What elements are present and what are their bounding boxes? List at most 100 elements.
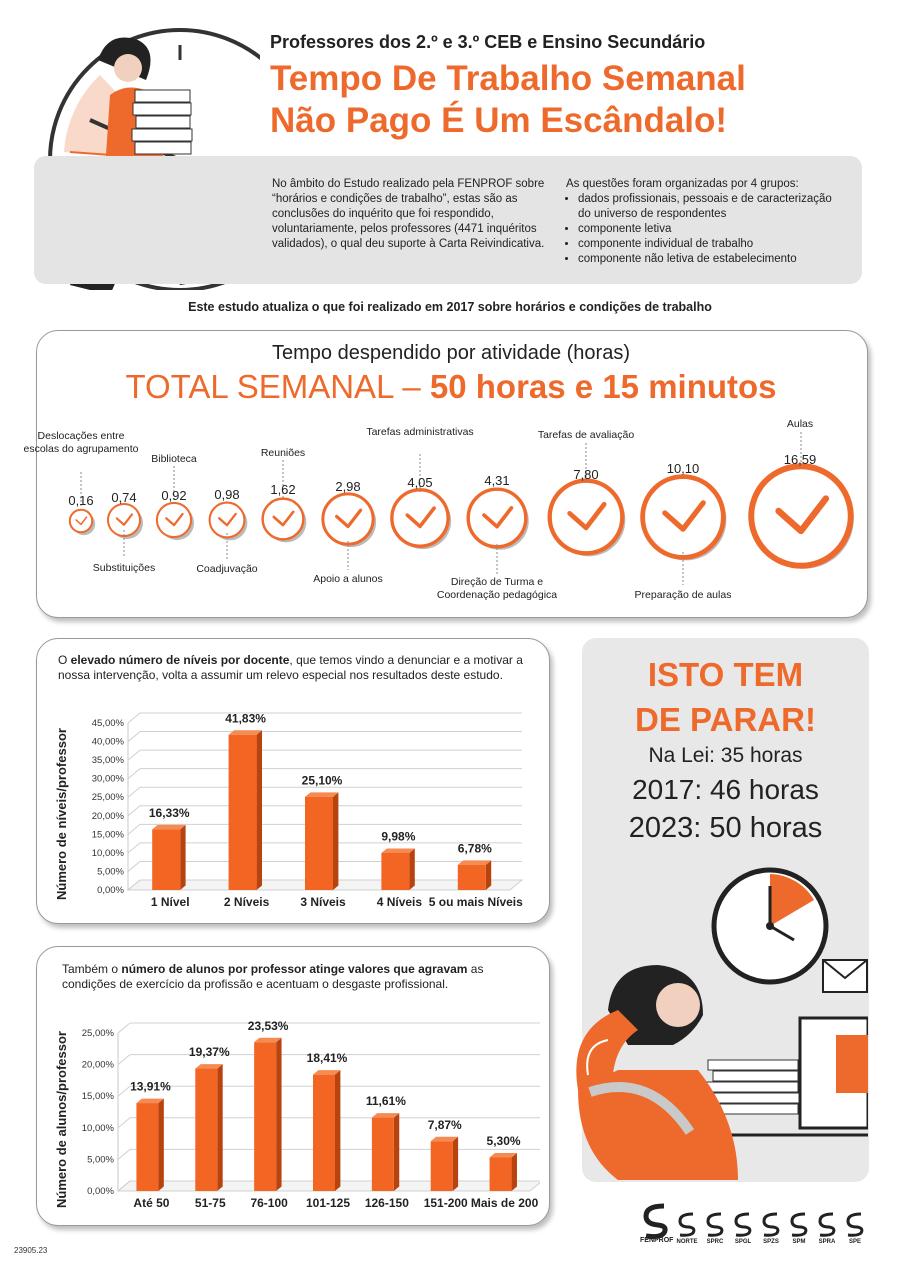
category-label: 101-125: [306, 1196, 350, 1210]
y-tick-label: 5,00%: [87, 1154, 114, 1165]
bar-front: [313, 1074, 335, 1191]
clock-hands: [335, 508, 363, 529]
bar-side: [217, 1064, 223, 1191]
activity-value: 2,98: [335, 479, 361, 494]
bar-side: [180, 824, 186, 890]
isto-heading: ISTO TEM DE PARAR!: [582, 652, 869, 742]
bar-value-label: 16,33%: [149, 806, 190, 820]
logo-caption: SPGL: [734, 1239, 752, 1245]
activity-value: 0,92: [161, 488, 187, 503]
y-tick-label: 15,00%: [82, 1091, 115, 1102]
groups-block: As questões foram organizadas por 4 grup…: [566, 177, 836, 267]
clock-hands: [405, 506, 436, 529]
activity-value: 0,74: [111, 490, 137, 505]
y-tick-label: 5,00%: [97, 866, 124, 877]
clock-face: [547, 478, 625, 556]
fenprof-logo-icon: [643, 1203, 668, 1239]
teacher-figure-icon: [576, 965, 738, 1180]
gridline: [117, 1085, 131, 1097]
activity-clock-icon: [208, 501, 248, 541]
activity-label: Direção de Turma e Coordenação pedagógic…: [436, 576, 558, 601]
bar-value-label: 5,30%: [487, 1134, 521, 1148]
category-label: 151-200: [424, 1196, 468, 1210]
y-tick-label: 0,00%: [87, 1186, 114, 1197]
bar-value-label: 7,87%: [428, 1118, 462, 1132]
clock-face: [390, 488, 450, 548]
gridline: [127, 786, 141, 798]
category-label: 4 Níveis: [377, 895, 423, 909]
union-logo-icon: [706, 1212, 724, 1237]
clock-hands: [115, 513, 134, 526]
bar-front: [489, 1157, 512, 1191]
activity-clock-icon: [390, 488, 452, 550]
bar: [313, 1070, 341, 1191]
category-label: 51-75: [195, 1196, 226, 1210]
clock-face: [748, 463, 854, 569]
group-item: dados profissionais, pessoais e de carac…: [578, 192, 836, 222]
gridline: [127, 861, 141, 872]
bar-top: [195, 1064, 223, 1069]
bar-side: [452, 1136, 459, 1191]
stat-2017: 2017: 46 horas: [632, 774, 819, 805]
bar-value-label: 6,78%: [458, 841, 492, 855]
bar-side: [485, 860, 492, 890]
y-tick-label: 30,00%: [92, 774, 125, 785]
union-logos: FENPROF NORTE SPRC SPGL SPZS SPM SPRA SP…: [640, 1203, 870, 1253]
page-title: Tempo De Trabalho Semanal Não Pago É Um …: [270, 58, 890, 142]
bar-front: [305, 796, 333, 890]
caption-bold: número de alunos por professor atinge va…: [121, 962, 468, 976]
total-value: 50 horas e 15 minutos: [429, 368, 777, 405]
activity-clock-icon: [640, 474, 727, 561]
category-label: Até 50: [133, 1196, 169, 1210]
clock-face: [106, 502, 142, 538]
bar-front: [457, 864, 486, 890]
caption-pre: Também o: [62, 962, 122, 976]
bar-side: [335, 1070, 341, 1191]
bar: [228, 730, 262, 890]
bar-front: [371, 1117, 394, 1191]
bar: [381, 848, 415, 890]
union-logo-icon: [678, 1212, 696, 1237]
bar-top: [381, 848, 415, 853]
bar: [489, 1153, 517, 1191]
activity-clocks: [68, 432, 854, 585]
category-label: 1 Nível: [151, 895, 190, 909]
caption-bold: elevado número de níveis por docente: [70, 653, 290, 667]
stat-2023: 2023: 50 horas: [628, 812, 823, 844]
activity-label: Tarefas administrativas: [366, 426, 474, 438]
update-note: Este estudo atualiza o que foi realizado…: [188, 300, 712, 314]
logo-caption: SPRA: [818, 1239, 836, 1245]
y-tick-label: 35,00%: [92, 755, 125, 766]
levels-bar-chart: 0,00% 5,00% 10,00% 15,00% 20,00% 25,00% 30,00%…: [92, 711, 524, 909]
activity-label: Apoio a alunos: [313, 573, 383, 585]
union-logo-icon: [734, 1212, 752, 1237]
bar-value-label: 9,98%: [381, 829, 415, 843]
bar-top: [430, 1136, 459, 1142]
bar: [254, 1037, 282, 1191]
union-logo-icon: [818, 1212, 836, 1237]
bar-value-label: 18,41%: [307, 1051, 348, 1065]
bar-front: [228, 734, 257, 890]
bar-value-label: 11,61%: [366, 1094, 406, 1108]
bar-side: [256, 730, 262, 890]
clock-hands: [482, 506, 514, 529]
clock-face: [68, 508, 94, 534]
activity-clock-icon: [547, 478, 626, 557]
category-label: 2 Níveis: [224, 895, 270, 909]
category-label: Mais de 200: [471, 1196, 539, 1210]
bar-top: [152, 824, 186, 830]
category-label: 5 ou mais Níveis: [429, 895, 523, 909]
caption-post: , que temos vindo a denunciar e a motiva…: [58, 653, 523, 682]
envelope-icon: [822, 959, 868, 993]
logo-caption: FENPROF: [640, 1237, 674, 1244]
logo-caption: NORTE: [676, 1239, 698, 1245]
gridline: [127, 879, 141, 891]
clock-hands: [567, 501, 607, 531]
group-item: componente não letiva de estabelecimento: [578, 252, 836, 267]
bar-front: [152, 829, 181, 890]
y-tick-label: 10,00%: [82, 1123, 115, 1134]
gridline: [127, 805, 141, 817]
y-tick-label: 40,00%: [92, 737, 125, 748]
group-item: componente letiva: [578, 222, 836, 237]
activity-label: Deslocações entre escolas do agrupamento: [23, 430, 139, 455]
